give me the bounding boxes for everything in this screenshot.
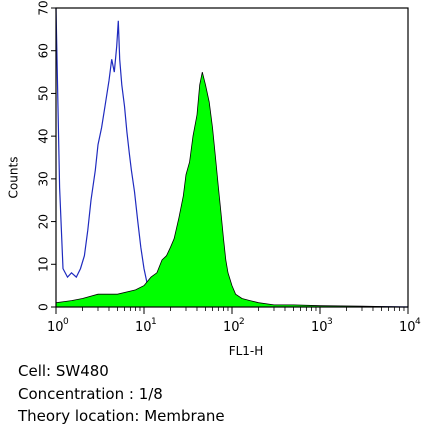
y-axis-title: Counts [7, 157, 21, 199]
x-tick-exponent: 1 [151, 317, 157, 327]
x-tick-exponent: 2 [239, 317, 245, 327]
caption-cell: Cell: SW480 [18, 362, 109, 380]
x-tick-exponent: 3 [327, 317, 333, 327]
flow-cytometry-histogram: 0 10 20 30 40 50 60 70 10 0 10 1 10 2 10 3 10 4 FL1-H Count… [7, 0, 422, 358]
y-tick-label: 20 [36, 214, 50, 229]
y-tick-label: 50 [37, 86, 51, 101]
x-tick-label: 10 [399, 320, 416, 335]
histogram-series-outline [55, 7, 409, 308]
plot-frame [55, 7, 409, 308]
histogram-series-filled [55, 72, 409, 308]
x-tick-exponent: 0 [63, 317, 69, 327]
caption-concentration: Concentration : 1/8 [18, 385, 163, 403]
x-tick-label: 10 [47, 320, 64, 335]
x-tick-exponent: 4 [415, 317, 421, 327]
y-tick-label: 10 [36, 257, 50, 272]
y-tick-label: 40 [37, 128, 51, 143]
x-axis-title: FL1-H [229, 344, 264, 358]
x-tick-label: 10 [311, 320, 328, 335]
y-tick-label: 0 [37, 303, 51, 311]
y-tick-label: 60 [37, 43, 51, 58]
y-tick-label: 70 [37, 0, 51, 15]
caption-location: Theory location: Membrane [18, 407, 225, 425]
x-tick-label: 10 [135, 320, 152, 335]
x-tick-label: 10 [223, 320, 240, 335]
y-tick-label: 30 [36, 171, 50, 186]
